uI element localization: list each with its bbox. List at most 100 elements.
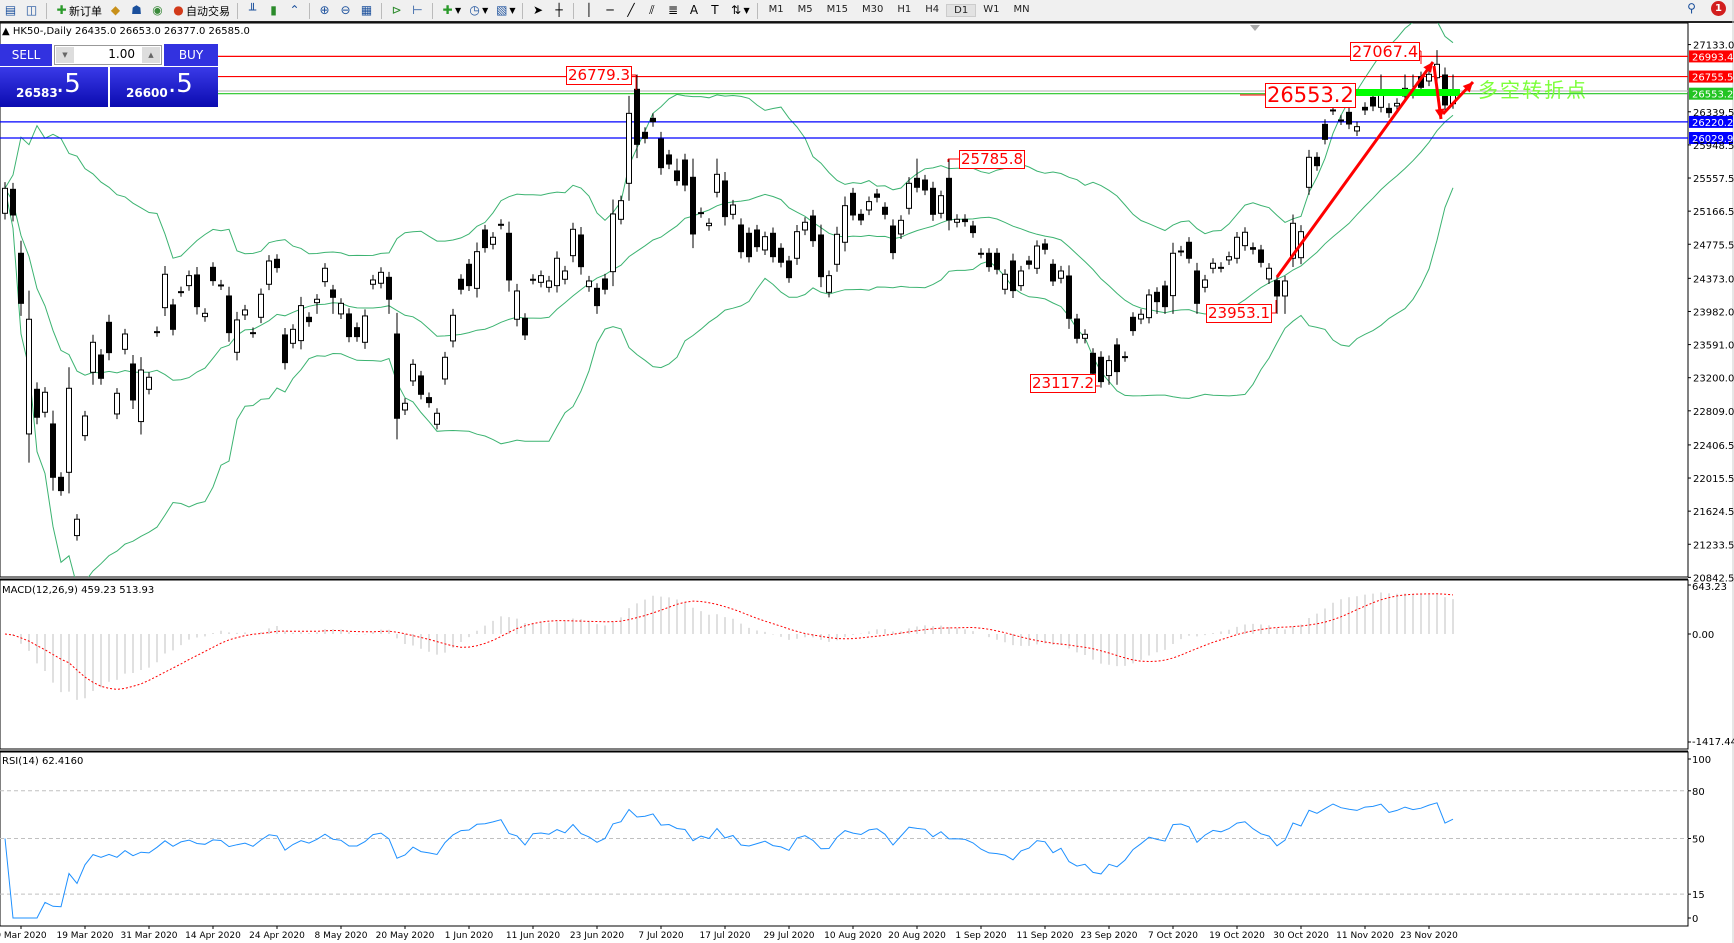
rsi-axis-label: 15: [1692, 890, 1705, 901]
profiles-button[interactable]: ◫: [21, 1, 42, 20]
candle-body: [1282, 280, 1288, 297]
periods-button[interactable]: ◷ ▼: [464, 1, 491, 20]
level-axis-tag: [1689, 132, 1733, 145]
buy-price-pips: .5: [168, 69, 193, 99]
sell-price-pips: .5: [56, 69, 81, 99]
indicators-button[interactable]: ✚ ▼: [437, 1, 464, 20]
notification-badge[interactable]: 1: [1711, 1, 1726, 16]
crosshair-button[interactable]: ┼: [548, 1, 569, 20]
equidistant-channel-button[interactable]: ⫽: [641, 1, 662, 20]
collapse-arrow-icon[interactable]: ▲: [2, 26, 10, 37]
candle-body: [1226, 256, 1232, 261]
equidistant-channel-icon: ⫽: [649, 3, 655, 17]
timeframe-d1[interactable]: D1: [946, 4, 977, 17]
pivot-label-26553[interactable]: 26553.2: [1265, 83, 1356, 108]
candle: [538, 270, 544, 288]
candle: [586, 275, 592, 292]
cursor-button[interactable]: ➤: [527, 1, 548, 20]
candle-body: [162, 273, 168, 309]
auto-trading-button[interactable]: ● 自动交易: [168, 1, 233, 20]
candle: [402, 398, 408, 416]
lot-increase-icon[interactable]: ▲: [142, 47, 160, 63]
signals-button[interactable]: ◉: [147, 1, 168, 20]
candle-body: [346, 313, 352, 338]
candle-body: [1138, 313, 1144, 320]
navigator-icon: ☗: [131, 3, 142, 17]
date-axis-label: 30 Oct 2020: [1273, 931, 1329, 941]
zoom-in-button[interactable]: ⊕: [314, 1, 335, 20]
candle-body: [874, 193, 880, 198]
toolbar-divider: [432, 2, 433, 19]
buy-price-tile[interactable]: 26600 .5: [110, 67, 218, 107]
sell-price-tile[interactable]: 26583 .5: [0, 67, 108, 107]
zoom-out-button[interactable]: ⊖: [335, 1, 356, 20]
text-button[interactable]: A: [683, 1, 704, 20]
candle-body: [1250, 247, 1256, 250]
candle-body: [882, 206, 888, 215]
chart-shift-button[interactable]: ⊢: [407, 1, 428, 20]
candle: [770, 227, 776, 263]
candle-body: [282, 334, 288, 364]
uptrend-arrow: [1275, 61, 1435, 278]
candle: [1290, 214, 1296, 268]
new-order-button[interactable]: ✚ 新订单: [51, 1, 105, 20]
candle: [1146, 289, 1152, 324]
candle: [1042, 238, 1048, 255]
search-icon[interactable]: ⚲: [1687, 1, 1696, 15]
horizontal-line-button[interactable]: ─: [599, 1, 620, 20]
candle: [450, 308, 456, 348]
lot-size-value[interactable]: 1.00: [108, 47, 135, 61]
vertical-line-button[interactable]: │: [578, 1, 599, 20]
high-label-25785[interactable]: 25785.8: [959, 150, 1026, 169]
chart-shift-icon: ⊢: [412, 3, 423, 17]
candle-body: [274, 258, 280, 269]
timeframe-m1[interactable]: M1: [768, 4, 784, 15]
candle: [1322, 119, 1328, 145]
candle-body: [546, 280, 552, 288]
timeframe-m15[interactable]: M15: [826, 4, 848, 15]
candle: [762, 231, 768, 256]
trendline-button[interactable]: ╱: [620, 1, 641, 20]
candle: [394, 312, 400, 440]
candle: [594, 283, 600, 314]
candle: [98, 349, 104, 385]
date-axis-label: 20 Aug 2020: [888, 931, 946, 941]
timeframe-m30[interactable]: M30: [861, 4, 884, 15]
line-chart-button[interactable]: ⌃: [284, 1, 305, 20]
level-axis-tag: [1689, 50, 1733, 63]
autoscroll-button[interactable]: ⊳: [386, 1, 407, 20]
timeframe-h1[interactable]: H1: [897, 4, 912, 15]
timeframe-h4[interactable]: H4: [925, 4, 940, 15]
new-chart-button[interactable]: ▤: [0, 1, 21, 20]
bar-chart-button[interactable]: ╨: [242, 1, 263, 20]
buy-button[interactable]: BUY: [164, 44, 218, 66]
metaeditor-button[interactable]: ◆: [105, 1, 126, 20]
candle-body: [482, 229, 488, 249]
templates-button[interactable]: ▧ ▼: [491, 1, 518, 20]
fibonacci-button[interactable]: ≣: [662, 1, 683, 20]
timeframe-w1[interactable]: W1: [983, 4, 1000, 15]
candle: [1002, 269, 1008, 295]
candle: [914, 158, 920, 193]
bull-bear-turning-point-note[interactable]: 多空转折点: [1478, 78, 1588, 102]
high-label-26779[interactable]: 26779.3: [566, 66, 633, 85]
tile-windows-button[interactable]: ▦: [356, 1, 377, 20]
lot-decrease-icon[interactable]: ▼: [56, 47, 74, 63]
sell-button[interactable]: SELL: [0, 44, 52, 66]
text-label-button[interactable]: T: [704, 1, 725, 20]
date-axis-label: 23 Nov 2020: [1400, 931, 1458, 941]
timeframe-mn[interactable]: MN: [1013, 4, 1030, 15]
lot-size-input[interactable]: ▼ 1.00 ▲: [54, 45, 162, 65]
high-label-27067[interactable]: 27067.4: [1350, 42, 1421, 61]
timeframe-m5[interactable]: M5: [797, 4, 813, 15]
candle-body: [394, 333, 400, 419]
navigator-button[interactable]: ☗: [126, 1, 147, 20]
candlestick-button[interactable]: ▮: [263, 1, 284, 20]
low-label-23117[interactable]: 23117.2: [1030, 374, 1097, 393]
candle: [626, 95, 632, 201]
arrows-button[interactable]: ⇅ ▼: [725, 1, 752, 20]
low-label-23953[interactable]: 23953.1: [1206, 304, 1273, 323]
candle-body: [386, 276, 392, 300]
candle: [258, 288, 264, 324]
